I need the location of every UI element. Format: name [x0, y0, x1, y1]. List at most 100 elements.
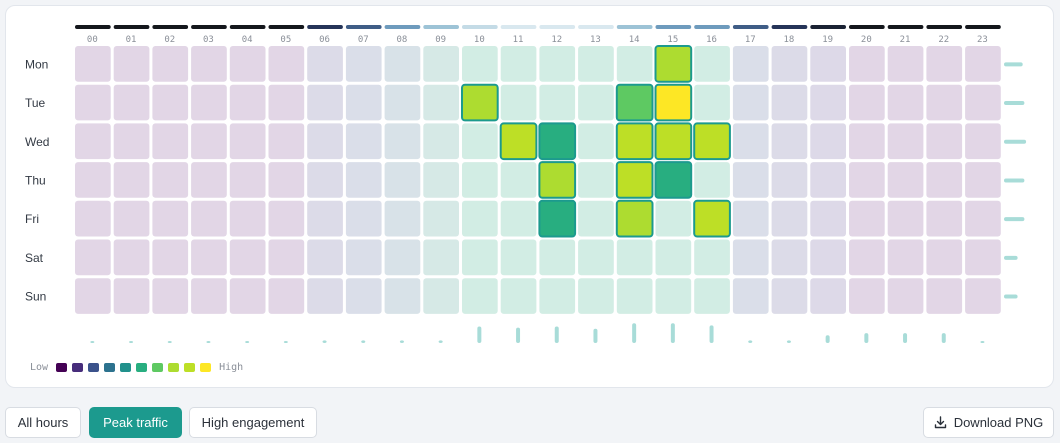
legend-high-label: High: [219, 362, 244, 373]
heatmap-cell: [462, 200, 498, 237]
heatmap-cell: [693, 199, 731, 238]
heatmap-cell: [771, 84, 808, 121]
legend-low-label: Low: [30, 362, 49, 373]
hour-cap-bar: [191, 25, 227, 29]
heatmap-cell: [113, 46, 150, 82]
heatmap-cell: [191, 123, 227, 160]
download-png-button[interactable]: Download PNG: [923, 407, 1054, 438]
legend-swatch: [56, 363, 68, 372]
hour-cap-bar: [655, 25, 692, 29]
day-label: Sat: [25, 251, 44, 265]
day-label: Fri: [25, 212, 39, 226]
heatmap-cell: [423, 200, 459, 237]
legend-swatch: [72, 363, 84, 372]
heatmap-cell: [384, 200, 421, 237]
heatmap-cell: [615, 122, 654, 161]
heatmap-cell: [849, 239, 885, 276]
heatmap-card: 00 01 02 03 04 05 06 07 08 09 10 11 12 13 14 15 16 17 18 19…: [5, 5, 1054, 388]
hour-label: 08: [397, 35, 408, 45]
legend-swatch: [184, 363, 196, 372]
heatmap-cell: [229, 162, 266, 198]
heatmap-cell: [191, 84, 227, 121]
heatmap-cell: [654, 122, 693, 161]
hour-cap-bar: [307, 25, 343, 29]
heatmap-cell: [538, 122, 577, 161]
hour-label: 20: [861, 35, 872, 45]
column-total-bar: [903, 333, 908, 343]
day-label: Mon: [25, 57, 48, 71]
heatmap-cell: [268, 239, 305, 276]
heatmap-cell: [229, 239, 266, 276]
row-total-bar: [1004, 178, 1025, 183]
heatmap-cell: [500, 162, 537, 198]
heatmap-cell: [732, 162, 769, 198]
day-label: Wed: [25, 135, 49, 149]
hour-cap-bar: [345, 25, 382, 29]
hour-label: 17: [745, 35, 756, 45]
hour-cap-bar: [229, 25, 266, 29]
heatmap-cell: [771, 278, 808, 314]
heatmap-cell: [229, 200, 266, 237]
heatmap-cell: [926, 200, 963, 237]
hour-label: 05: [280, 35, 291, 45]
column-total-bar: [554, 326, 559, 343]
heatmap-cell: [965, 123, 1001, 160]
hour-label: 02: [164, 35, 175, 45]
heatmap-cell: [926, 162, 963, 198]
peak-traffic-button[interactable]: Peak traffic: [89, 407, 182, 438]
heatmap-cell: [75, 46, 111, 82]
hour-label: 14: [629, 35, 640, 45]
hour-cap-bar: [849, 25, 885, 29]
heatmap-cell: [539, 278, 576, 314]
heatmap-cell: [268, 162, 305, 198]
heatmap-cell: [75, 162, 111, 198]
heatmap-cell: [615, 199, 654, 238]
hour-label: 19: [822, 35, 833, 45]
heatmap-cell: [616, 239, 653, 276]
heatmap-cell: [694, 162, 730, 198]
heatmap-cell: [810, 162, 846, 198]
heatmap-cell: [152, 162, 189, 198]
hour-label: 06: [319, 35, 330, 45]
heatmap-cell: [694, 84, 730, 121]
column-total-bar: [167, 341, 172, 343]
heatmap-cell: [113, 239, 150, 276]
hour-label: 10: [474, 35, 485, 45]
heatmap-cell: [500, 46, 537, 82]
heatmap-cell: [887, 162, 924, 198]
heatmap-cell: [499, 122, 538, 161]
heatmap-cell: [152, 278, 189, 314]
heatmap-cell: [113, 84, 150, 121]
heatmap-cell: [268, 46, 305, 82]
heatmap-cell: [810, 84, 846, 121]
all-hours-button[interactable]: All hours: [5, 407, 81, 438]
column-total-bar: [283, 341, 288, 343]
heatmap-cell: [887, 123, 924, 160]
heatmap-cell: [307, 200, 343, 237]
heatmap-cell: [887, 278, 924, 314]
heatmap-cell: [75, 200, 111, 237]
column-total-bar: [786, 340, 791, 343]
legend-swatch: [200, 363, 212, 372]
heatmap-cell: [732, 123, 769, 160]
legend-swatch: [168, 363, 180, 372]
high-engagement-button[interactable]: High engagement: [189, 407, 317, 438]
heatmap-cell: [732, 278, 769, 314]
day-label: Thu: [25, 173, 46, 187]
heatmap-cell: [75, 278, 111, 314]
heatmap-cell: [694, 46, 730, 82]
heatmap-cell: [849, 46, 885, 82]
heatmap-cell: [307, 162, 343, 198]
hour-cap-bar: [965, 25, 1001, 29]
heatmap-cell: [655, 239, 692, 276]
hour-cap-bar: [75, 25, 111, 29]
heatmap-cell: [694, 239, 730, 276]
heatmap-cell: [616, 278, 653, 314]
heatmap-cell: [462, 239, 498, 276]
heatmap-cell: [268, 123, 305, 160]
heatmap-cell: [926, 123, 963, 160]
heatmap-cell: [345, 46, 382, 82]
heatmap-cell: [887, 84, 924, 121]
heatmap-cell: [345, 162, 382, 198]
hour-label: 09: [435, 35, 446, 45]
